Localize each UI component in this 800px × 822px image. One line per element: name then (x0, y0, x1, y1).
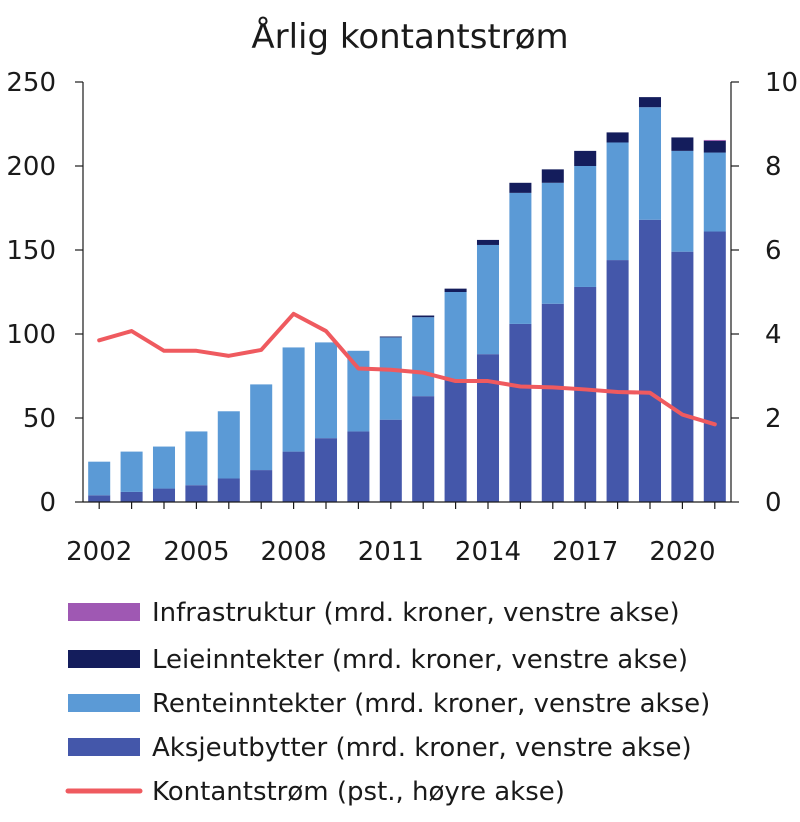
right-tick-label-4: 4 (765, 320, 782, 350)
bar-3-2016 (541, 169, 564, 183)
bar-2-2018 (606, 142, 629, 261)
x-tick-label-2008: 2008 (261, 537, 327, 567)
bar-3-2015 (509, 182, 532, 193)
bar-2-2008 (282, 347, 305, 452)
bar-1-2019 (638, 219, 662, 502)
bar-1-2013 (444, 379, 467, 502)
bar-3-2021 (703, 140, 726, 153)
bar-1-2011 (379, 419, 402, 502)
x-tick-label-2017: 2017 (552, 537, 618, 567)
bar-3-2012 (412, 315, 435, 318)
bar-2-2017 (574, 166, 597, 287)
legend-swatch-2 (68, 694, 140, 712)
bar-2-2012 (412, 317, 435, 397)
bar-1-2004 (152, 488, 176, 502)
bar-2-2002 (88, 461, 111, 496)
bar-2-2019 (638, 107, 662, 220)
legend-swatch-1 (68, 738, 140, 756)
x-tick-label-2020: 2020 (649, 537, 715, 567)
bar-1-2009 (314, 438, 338, 502)
bar-2-2005 (185, 431, 208, 486)
right-tick-label-2: 2 (765, 404, 782, 434)
bar-3-2011 (379, 336, 402, 338)
line-kontantstrom (97, 311, 717, 427)
bar-2-2011 (379, 337, 402, 420)
axes: 0 50 100 150 200 250 0 2 4 6 8 10 2002 2005 2008 2011 20… (6, 68, 798, 567)
x-tick-label-2011: 2011 (358, 537, 424, 567)
bar-1-2008 (282, 451, 305, 502)
left-tick-label-50: 50 (23, 404, 56, 434)
left-tick-label-200: 200 (6, 152, 56, 182)
left-tick-label-150: 150 (6, 236, 56, 266)
bar-2-2020 (671, 150, 694, 252)
bar-3-2013 (444, 288, 467, 292)
bar-1-2021 (703, 231, 726, 502)
legend-label-3: Leieinntekter (mrd. kroner, venstre akse… (152, 645, 688, 675)
right-tick-label-8: 8 (765, 152, 782, 182)
bar-1-2010 (347, 431, 370, 502)
bar-1-2002 (88, 495, 111, 502)
bar-3-2017 (574, 150, 597, 166)
bar-2-2014 (476, 244, 500, 355)
bar-2-2007 (250, 384, 273, 471)
x-tick-label-2002: 2002 (66, 537, 132, 567)
bar-2-2006 (217, 411, 240, 479)
bar-1-2014 (476, 354, 500, 502)
x-tick-label-2014: 2014 (455, 537, 521, 567)
legend: Infrastruktur (mrd. kroner, venstre akse… (65, 598, 710, 807)
plot-area (88, 97, 726, 502)
bar-1-2006 (217, 478, 240, 502)
bar-2-2015 (509, 192, 532, 324)
bar-1-2003 (120, 491, 143, 502)
legend-label-4: Infrastruktur (mrd. kroner, venstre akse… (152, 598, 680, 628)
x-tick-label-2005: 2005 (163, 537, 229, 567)
left-tick-label-100: 100 (6, 320, 56, 350)
legend-label-5: Kontantstrøm (pst., høyre akse) (152, 777, 565, 807)
left-tick-label-0: 0 (39, 488, 56, 518)
bar-1-2016 (541, 303, 564, 502)
bar-3-2018 (606, 132, 629, 143)
bar-1-2005 (185, 485, 208, 502)
right-tick-label-10: 10 (765, 68, 798, 98)
bar-2-2009 (314, 342, 338, 439)
bar-4-2021 (703, 139, 726, 141)
right-tick-label-0: 0 (765, 488, 782, 518)
bar-2-2004 (152, 446, 176, 489)
bar-1-2012 (412, 396, 435, 502)
bar-1-2020 (671, 251, 694, 502)
bar-2-2010 (347, 350, 370, 432)
bar-1-2017 (574, 286, 597, 502)
legend-label-1: Aksjeutbytter (mrd. kroner, venstre akse… (152, 733, 692, 763)
legend-swatch-3 (68, 650, 140, 668)
legend-label-2: Renteinntekter (mrd. kroner, venstre aks… (152, 689, 710, 719)
bar-1-2015 (509, 323, 532, 502)
bar-3-2019 (638, 97, 662, 108)
left-tick-label-250: 250 (6, 68, 56, 98)
bar-1-2018 (606, 260, 629, 502)
right-tick-label-6: 6 (765, 236, 782, 266)
legend-swatch-4 (68, 603, 140, 621)
bar-2-2013 (444, 292, 467, 380)
bar-3-2014 (476, 239, 500, 245)
bar-2-2021 (703, 152, 726, 232)
bar-2-2016 (541, 182, 564, 304)
bar-1-2007 (250, 470, 273, 502)
bar-2-2003 (120, 451, 143, 492)
bar-3-2020 (671, 137, 694, 151)
chart-title: Årlig kontantstrøm (251, 16, 568, 57)
